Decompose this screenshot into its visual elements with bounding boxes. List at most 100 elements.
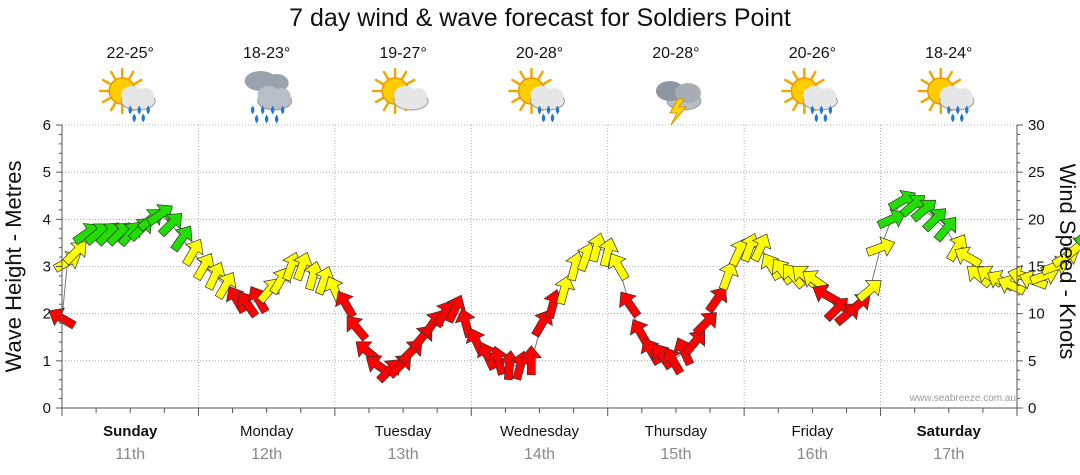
temperature-label: 20-28° — [516, 45, 563, 62]
sun-ray — [101, 78, 112, 86]
sun-ray — [382, 70, 390, 81]
rain-drop — [823, 113, 828, 123]
watermark: www.seabreeze.com.au — [909, 393, 1016, 404]
rain-drop — [555, 105, 560, 115]
wind-arrow — [335, 290, 357, 319]
sun-ray — [928, 70, 936, 81]
date-label: 17th — [933, 446, 964, 463]
rain-drop — [254, 114, 259, 124]
partly-cloudy-icon — [371, 67, 429, 115]
sun-ray — [951, 78, 962, 86]
temperature-label: 20-28° — [652, 45, 699, 62]
day-label: Tuesday — [375, 423, 432, 440]
sun-ray — [511, 78, 521, 86]
rain-drop — [537, 105, 542, 115]
wind-arrow — [48, 307, 77, 330]
left-tick-label: 0 — [43, 400, 51, 417]
sun-ray — [815, 78, 825, 86]
rain-drop — [828, 105, 833, 115]
wind-arrow — [921, 208, 947, 233]
wind-arrow — [520, 345, 543, 376]
partly-cloudy-showers-icon — [98, 67, 156, 123]
right-tick-label: 5 — [1028, 353, 1036, 370]
temperature-label: 18-24° — [925, 45, 972, 62]
wind-arrow — [692, 312, 717, 337]
rain-drop — [951, 113, 955, 123]
wind-arrow — [247, 286, 270, 315]
partly-cloudy-showers-icon — [781, 67, 838, 123]
day-label: Thursday — [645, 423, 708, 440]
rain-drop — [274, 114, 279, 124]
rain-drop — [264, 114, 269, 124]
date-label: 11th — [115, 446, 145, 463]
wind-arrow — [682, 330, 705, 356]
sun-ray — [519, 70, 526, 81]
rain-drop — [956, 105, 960, 115]
chart-title: 7 day wind & wave forecast for Soldiers … — [289, 4, 791, 32]
cloud-puff — [954, 88, 973, 104]
sun-ray — [382, 101, 390, 112]
wind-arrow — [876, 208, 906, 230]
sun-ray — [920, 96, 930, 104]
rain-drop — [260, 105, 265, 115]
sun-ray — [946, 70, 954, 81]
sun-ray — [109, 101, 117, 112]
rain-drop — [960, 113, 964, 123]
rain-drop — [128, 105, 132, 115]
wind-arrow — [933, 216, 957, 243]
label-layer: 0 1 2 3 4 5 6 0 5 10 15 20 25 30 Wave Height - Metres W… — [1, 45, 1080, 463]
day-label: Monday — [240, 423, 294, 440]
left-tick-label: 1 — [43, 353, 51, 370]
left-tick-label: 3 — [43, 259, 51, 276]
rain-drop — [250, 105, 255, 115]
wind-arrow — [204, 261, 226, 291]
wind-arrow — [587, 232, 608, 263]
cloud-puff — [136, 88, 155, 104]
wind-arrow — [718, 261, 739, 291]
day-label: Saturday — [917, 423, 982, 440]
rain-drop — [965, 105, 969, 115]
rain-drop — [146, 105, 150, 115]
sun-ray — [374, 78, 385, 86]
rain-drop — [947, 105, 951, 115]
day-label: Friday — [792, 423, 834, 440]
wind-arrow — [214, 271, 237, 301]
right-tick-label: 25 — [1028, 164, 1045, 181]
date-label: 16th — [797, 446, 828, 463]
cloud-puff — [272, 88, 291, 104]
wind-arrow — [705, 286, 728, 314]
temperature-label: 19-27° — [379, 45, 426, 62]
rain-drop — [810, 105, 815, 115]
wind-arrow — [598, 237, 619, 268]
rain-drop — [550, 113, 555, 123]
left-tick-label: 6 — [43, 117, 51, 134]
rain-drop — [132, 113, 136, 123]
cloud-puff — [409, 88, 428, 104]
wind-arrow — [237, 291, 260, 319]
wind-arrow-layer — [48, 189, 1080, 384]
showers-icon — [244, 71, 293, 124]
y-axis-title: Wave Height - Metres — [1, 161, 26, 373]
wind-arrow — [607, 253, 630, 282]
sun-ray — [374, 96, 385, 104]
temperature-label: 22-25° — [107, 45, 154, 62]
rain-drop — [280, 105, 285, 115]
sun-ray — [928, 101, 936, 112]
sun-ray — [519, 101, 526, 112]
rain-drop — [137, 105, 141, 115]
partly-cloudy-showers-icon — [508, 67, 565, 123]
wind-arrow — [145, 204, 173, 227]
sun-ray — [133, 78, 143, 86]
wind-arrow — [346, 315, 370, 342]
wind-arrow — [662, 347, 685, 376]
rain-drop — [541, 113, 546, 123]
rain-drop — [814, 113, 819, 123]
sun-ray — [784, 78, 794, 86]
wind-arrow — [954, 246, 983, 269]
right-tick-label: 15 — [1028, 259, 1045, 276]
date-label: 14th — [524, 446, 555, 463]
wind-arrow — [855, 280, 882, 303]
wind-arrow — [157, 213, 183, 238]
date-label: 12th — [251, 446, 282, 463]
